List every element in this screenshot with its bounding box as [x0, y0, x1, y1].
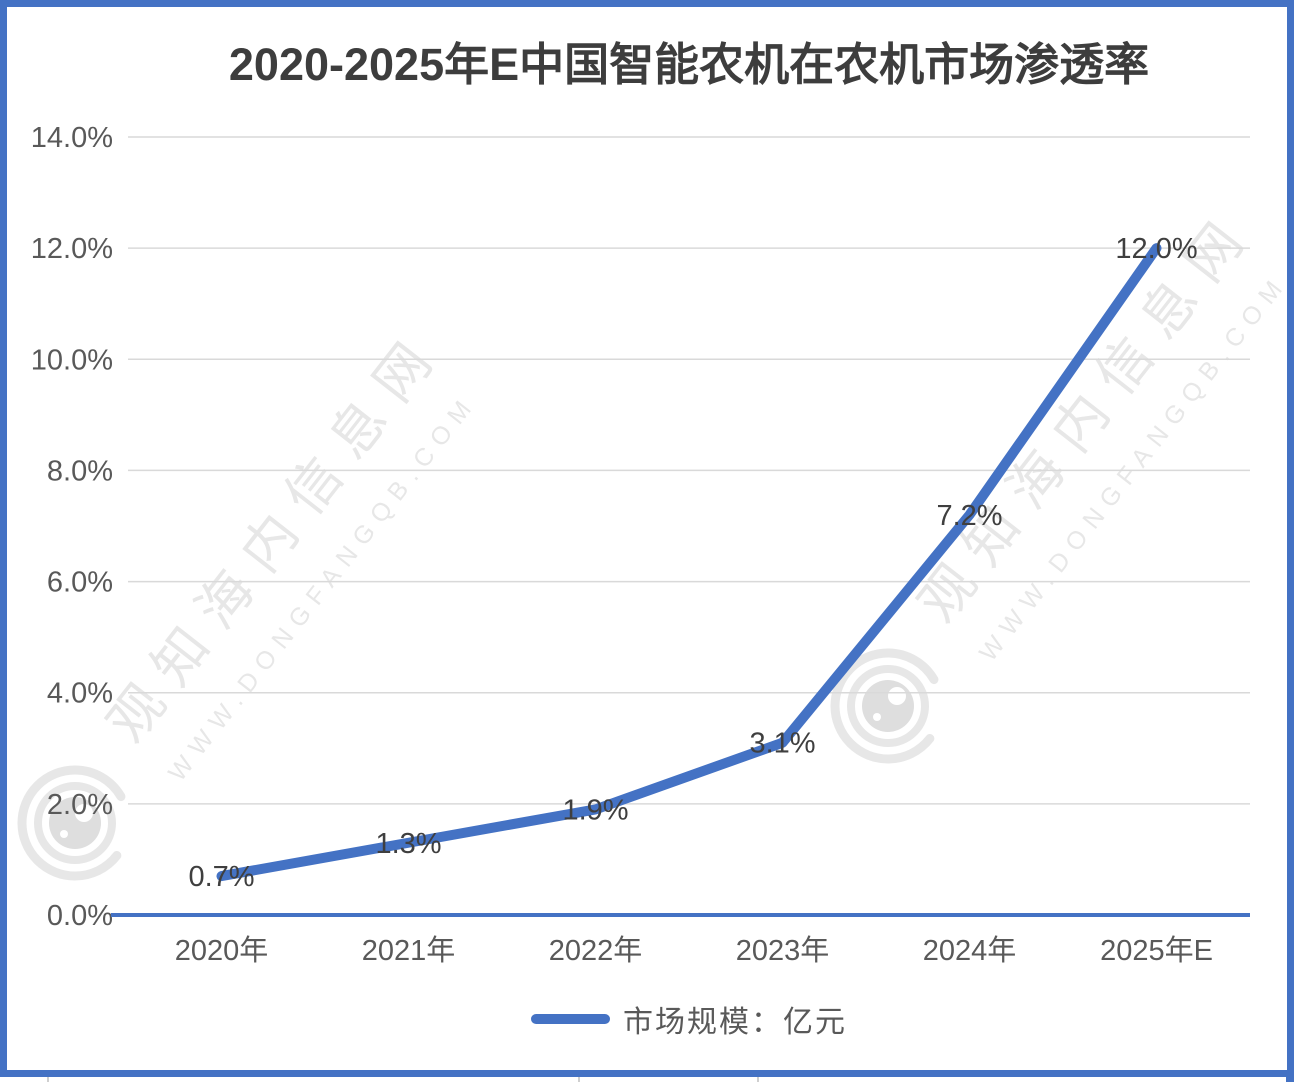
spreadsheet-strip: [7, 1077, 1286, 1082]
y-tick-label: 10.0%: [31, 344, 113, 376]
data-label: 3.1%: [749, 728, 815, 760]
spreadsheet-gridline: [47, 1077, 49, 1082]
data-label: 12.0%: [1115, 233, 1197, 265]
data-label: 7.2%: [936, 500, 1002, 532]
y-tick-label: 12.0%: [31, 233, 113, 265]
y-tick-label: 6.0%: [47, 567, 113, 599]
spreadsheet-gridline: [757, 1077, 759, 1082]
chart-title: 2020-2025年E中国智能农机在农机市场渗透率: [228, 39, 1150, 90]
series-line: [216, 243, 1162, 882]
x-tick-label: 2021年: [362, 934, 456, 967]
legend-label: 市场规模：亿元: [623, 1006, 847, 1039]
x-tick-label: 2023年: [736, 934, 830, 967]
y-tick-label: 14.0%: [31, 122, 113, 154]
spreadsheet-gridline: [578, 1077, 580, 1082]
y-tick-label: 8.0%: [47, 455, 113, 487]
x-tick-label: 2024年: [923, 934, 1017, 967]
chart-border-frame: [1286, 1077, 1294, 1082]
x-tick-label: 2020年: [175, 934, 269, 967]
data-label: 0.7%: [188, 861, 254, 893]
data-label: 1.3%: [375, 828, 441, 860]
chart-legend: 市场规模：亿元: [128, 997, 1250, 1041]
x-tick-label: 2025年E: [1100, 934, 1213, 967]
x-tick-label: 2022年: [549, 934, 643, 967]
legend-line-swatch: [531, 1014, 610, 1024]
y-tick-label: 0.0%: [47, 900, 113, 932]
y-tick-label: 2.0%: [47, 789, 113, 821]
data-label: 1.9%: [562, 794, 628, 826]
y-tick-label: 4.0%: [47, 678, 113, 710]
